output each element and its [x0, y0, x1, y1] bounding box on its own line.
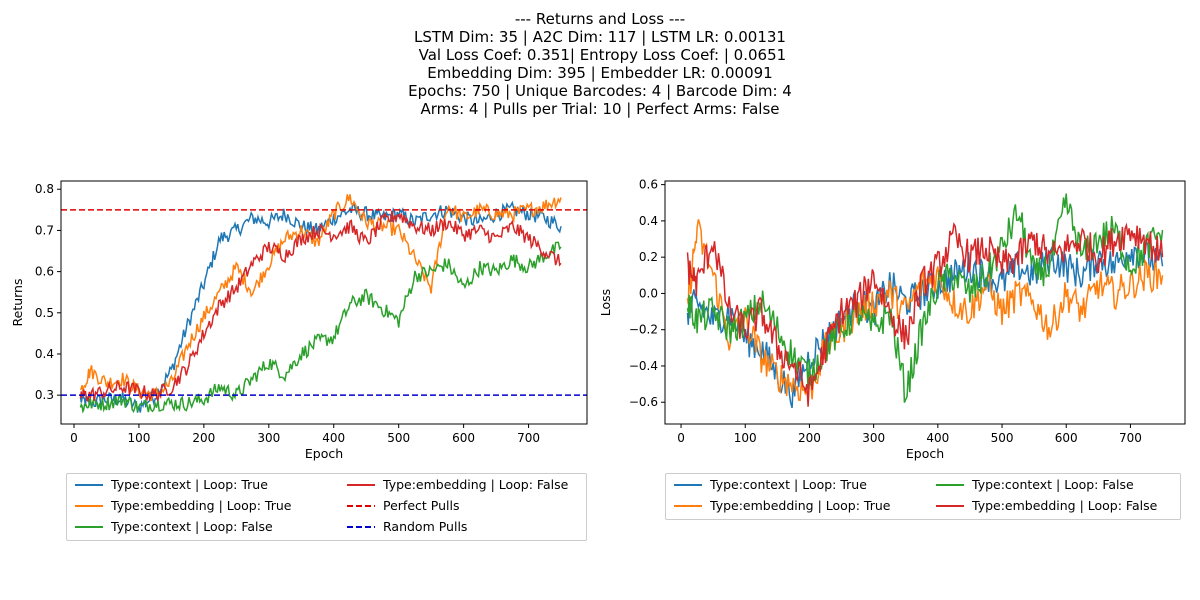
legend-swatch: [75, 504, 103, 507]
x-tick-label: 700: [1119, 431, 1142, 445]
legend-label: Random Pulls: [383, 519, 468, 534]
y-tick-label: 0.0: [639, 286, 658, 300]
y-tick-label: 0.5: [35, 306, 54, 320]
y-tick-label: 0.4: [639, 214, 658, 228]
x-axis-label-returns: Epoch: [305, 446, 343, 461]
y-tick-label: 0.2: [639, 250, 658, 264]
x-tick-label: 200: [192, 431, 215, 445]
x-tick-label: 700: [517, 431, 540, 445]
x-tick-label: 0: [70, 431, 78, 445]
legend-swatch: [347, 504, 375, 507]
legend-swatch: [936, 504, 964, 507]
title-line: Val Loss Coef: 0.351| Entropy Loss Coef:…: [413, 46, 787, 64]
x-tick-label: 600: [1055, 431, 1078, 445]
returns-legend: Type:context | Loop: True Type:embedding …: [66, 473, 587, 541]
y-tick-label: 0.4: [35, 347, 54, 361]
legend-swatch: [347, 483, 375, 486]
legend-swatch: [347, 525, 375, 528]
x-tick-label: 400: [322, 431, 345, 445]
series-line-loss-3: [686, 221, 1164, 407]
legend-entry: Type:context | Loop: True: [674, 477, 867, 492]
x-tick-label: 300: [862, 431, 885, 445]
legend-entry: Type:context | Loop: False: [936, 477, 1134, 492]
legend-label: Type:embedding | Loop: True: [111, 498, 292, 513]
y-axis-label-loss: Loss: [598, 289, 613, 316]
y-tick-label: 0.7: [35, 223, 54, 237]
title-line: Arms: 4 | Pulls per Trial: 10 | Perfect …: [420, 100, 780, 118]
x-tick-label: 400: [926, 431, 949, 445]
legend-entry: Type:context | Loop: True: [75, 477, 268, 492]
legend-label: Type:context | Loop: True: [710, 477, 867, 492]
x-axis-label-loss: Epoch: [906, 446, 944, 461]
y-axis-label-returns: Returns: [10, 279, 25, 327]
legend-label: Perfect Pulls: [383, 498, 460, 513]
title-line: --- Returns and Loss ---: [514, 10, 686, 28]
x-tick-label: 100: [734, 431, 757, 445]
x-tick-label: 0: [677, 431, 685, 445]
legend-label: Type:embedding | Loop: True: [710, 498, 891, 513]
y-tick-label: 0.8: [35, 182, 54, 196]
x-tick-label: 200: [798, 431, 821, 445]
x-tick-label: 500: [991, 431, 1014, 445]
legend-label: Type:embedding | Loop: False: [972, 498, 1158, 513]
legend-entry: Type:embedding | Loop: False: [936, 498, 1157, 513]
legend-swatch: [674, 483, 702, 486]
legend-swatch: [75, 525, 103, 528]
y-tick-label: 0.6: [639, 178, 658, 192]
legend-entry: Perfect Pulls: [347, 498, 459, 513]
title-line: LSTM Dim: 35 | A2C Dim: 117 | LSTM LR: 0…: [414, 28, 786, 46]
legend-swatch: [75, 483, 103, 486]
title-line: Epochs: 750 | Unique Barcodes: 4 | Barco…: [408, 82, 792, 100]
x-tick-label: 500: [387, 431, 410, 445]
y-tick-label: −0.2: [629, 323, 658, 337]
title-line: Embedding Dim: 395 | Embedder LR: 0.0009…: [427, 64, 773, 82]
legend-label: Type:context | Loop: False: [111, 519, 273, 534]
x-tick-label: 300: [257, 431, 280, 445]
series-line-returns-3: [79, 210, 562, 403]
legend-entry: Type:embedding | Loop: True: [75, 498, 291, 513]
legend-label: Type:embedding | Loop: False: [383, 477, 569, 492]
figure-title: --- Returns and Loss --- LSTM Dim: 35 | …: [0, 10, 1200, 118]
plot-frame-returns: [60, 180, 588, 425]
loss-legend: Type:context | Loop: True Type:embedding …: [665, 473, 1181, 520]
legend-entry: Type:embedding | Loop: False: [347, 477, 568, 492]
legend-entry: Random Pulls: [347, 519, 467, 534]
legend-swatch: [674, 504, 702, 507]
series-line-returns-2: [79, 241, 562, 414]
legend-swatch: [936, 483, 964, 486]
legend-label: Type:context | Loop: False: [972, 477, 1134, 492]
legend-entry: Type:context | Loop: False: [75, 519, 273, 534]
y-tick-label: 0.6: [35, 265, 54, 279]
plot-frame-loss: [664, 180, 1186, 425]
y-tick-label: 0.3: [35, 388, 54, 402]
y-tick-label: −0.4: [629, 359, 658, 373]
x-tick-label: 600: [452, 431, 475, 445]
legend-label: Type:context | Loop: True: [111, 477, 268, 492]
x-tick-label: 100: [127, 431, 150, 445]
y-tick-label: −0.6: [629, 395, 658, 409]
legend-entry: Type:embedding | Loop: True: [674, 498, 890, 513]
